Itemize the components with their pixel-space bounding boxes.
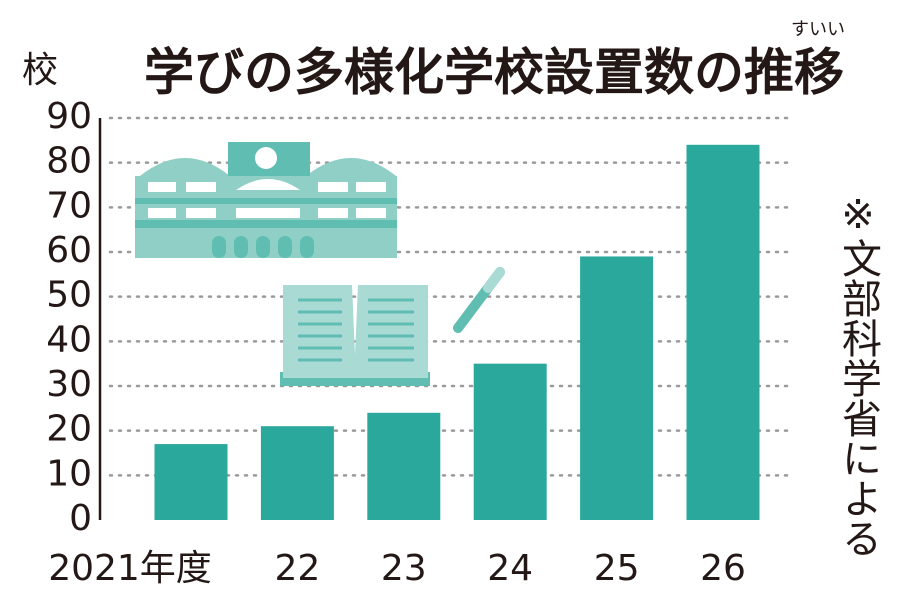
x-tick-label: 2021年度 (48, 548, 212, 589)
y-tick-label: 0 (69, 498, 92, 539)
x-tick-label: 26 (700, 548, 746, 589)
school-building (135, 142, 397, 258)
pen (453, 267, 505, 333)
y-tick-label: 30 (46, 364, 92, 405)
y-tick-label: 10 (46, 453, 92, 494)
y-tick-label: 50 (46, 275, 92, 316)
x-tick-label: 24 (487, 548, 533, 589)
bar (473, 363, 547, 520)
y-tick-label: 40 (46, 319, 92, 360)
source-note: ※文部科学省による (835, 192, 881, 558)
y-axis-label: 校 (22, 50, 58, 91)
x-tick-label: 25 (594, 548, 640, 589)
bar (154, 444, 228, 520)
illustrations (135, 142, 505, 386)
title-ruby: すいい (791, 19, 845, 40)
y-tick-label: 70 (46, 185, 92, 226)
bar (580, 256, 654, 520)
bar (367, 412, 441, 520)
open-book (280, 285, 430, 386)
y-tick-label: 80 (46, 141, 92, 182)
bar (686, 144, 760, 521)
x-tick-label: 22 (274, 548, 320, 589)
y-tick-label: 60 (46, 230, 92, 271)
y-tick-label: 20 (46, 409, 92, 450)
chart-title: 学びの多様化学校設置数の推移 (144, 44, 844, 102)
x-tick-label: 23 (381, 548, 427, 589)
y-tick-label: 90 (46, 96, 92, 137)
bar (260, 426, 334, 520)
